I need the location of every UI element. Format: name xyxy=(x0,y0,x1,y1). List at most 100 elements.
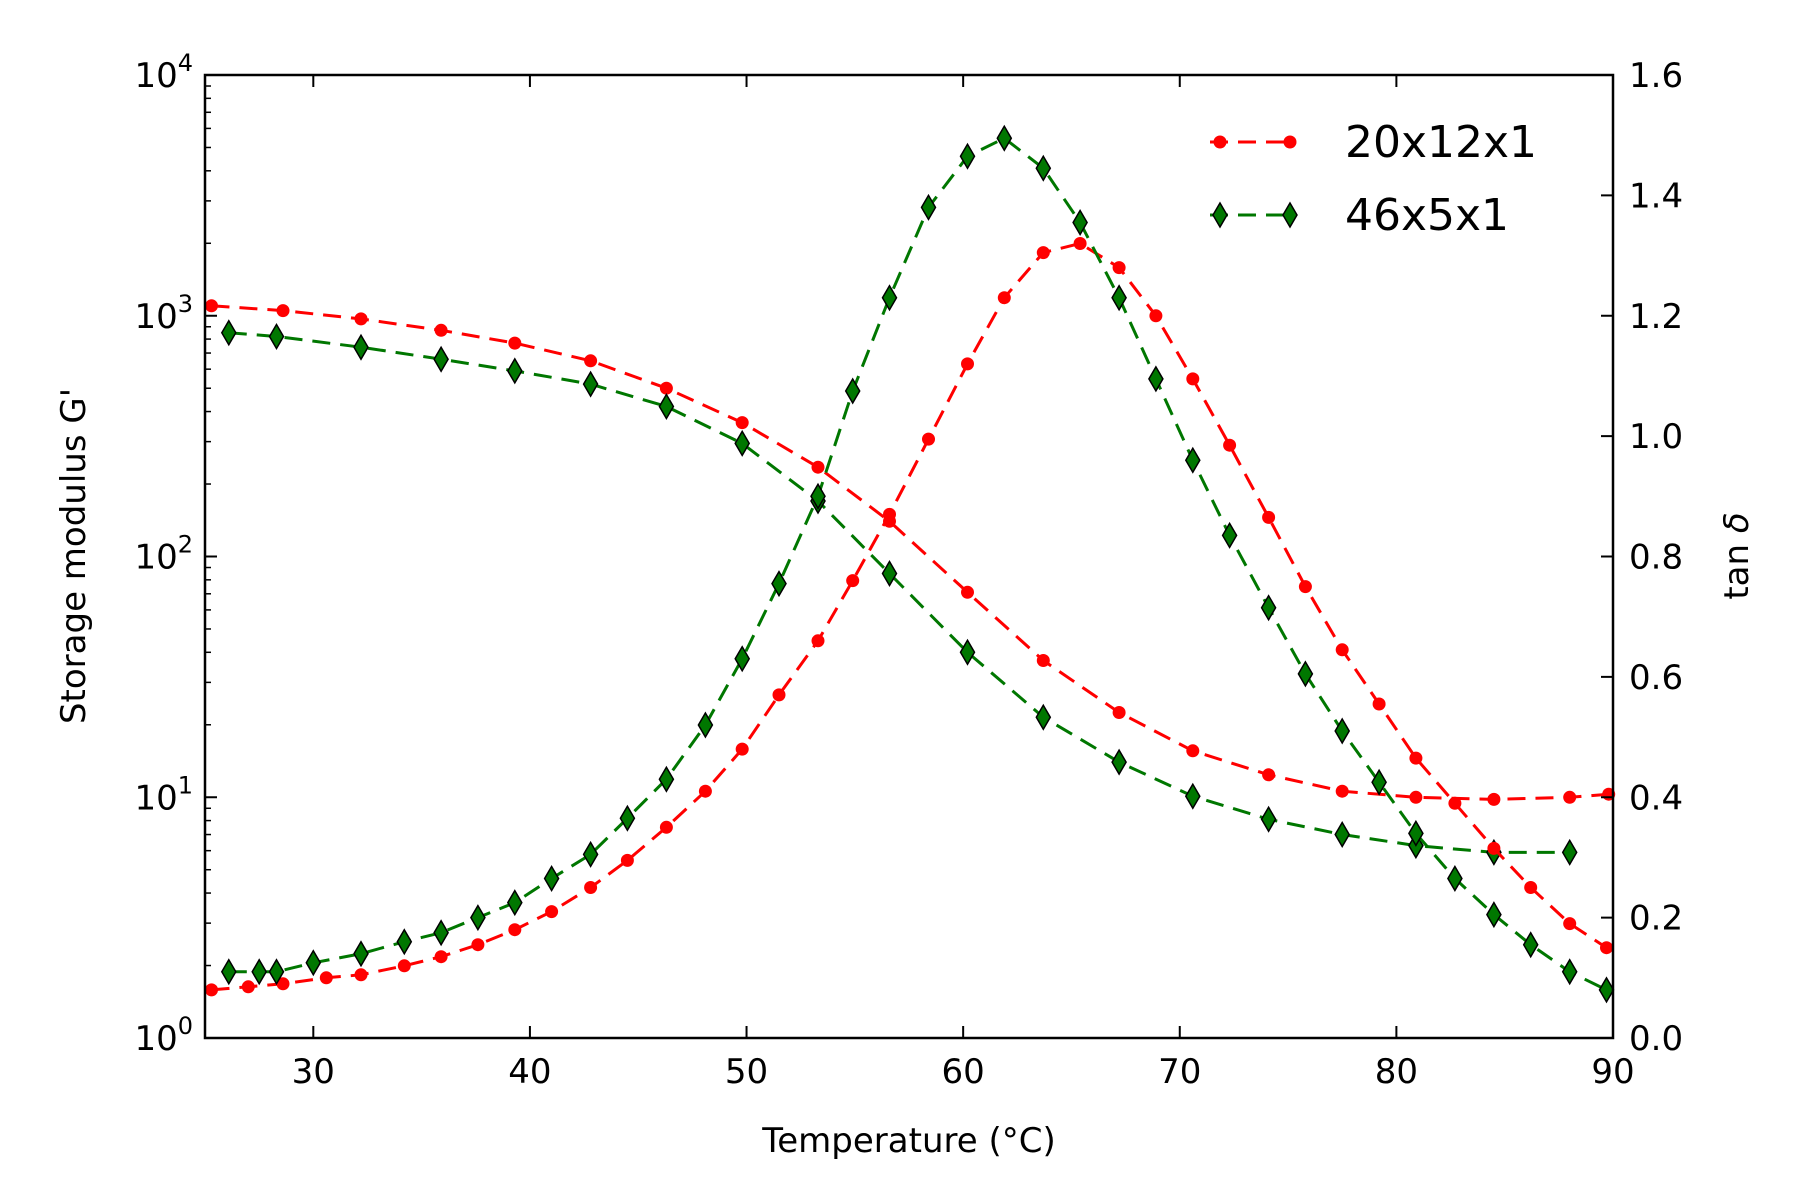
data-point xyxy=(961,585,974,599)
data-point xyxy=(846,574,860,588)
data-point xyxy=(1112,261,1126,275)
data-point xyxy=(1221,521,1238,549)
series-46x5x1-left xyxy=(220,319,1578,866)
left-tick-label: 102 xyxy=(134,531,193,578)
right-tick-label: 1.4 xyxy=(1629,176,1683,216)
data-point xyxy=(1600,941,1613,955)
data-point xyxy=(276,977,290,991)
data-point xyxy=(844,377,861,405)
x-tick-label: 30 xyxy=(292,1052,335,1092)
data-point xyxy=(1335,643,1349,657)
data-point xyxy=(353,333,369,361)
data-point xyxy=(1487,792,1501,806)
data-point xyxy=(1524,881,1538,894)
data-point xyxy=(1186,744,1200,758)
right-tick-label: 1.6 xyxy=(1629,56,1683,96)
left-tick-label: 104 xyxy=(134,49,193,96)
data-point xyxy=(659,820,673,834)
ticks-layer: 30 40 50 60 70 80 90 100 101 102 103 104 0.0 0.2 0.4 0.… xyxy=(134,49,1683,1092)
legend-label-20x12x1: 20x12x1 xyxy=(1345,117,1537,168)
x-tick-label: 70 xyxy=(1158,1052,1201,1092)
right-tick-label: 0.6 xyxy=(1629,658,1683,698)
legend-marker-46x5x1 xyxy=(1282,201,1298,229)
right-tick-label: 0.4 xyxy=(1629,778,1683,818)
data-point xyxy=(1260,805,1277,833)
data-point xyxy=(997,291,1011,305)
data-point xyxy=(1148,365,1164,393)
data-point xyxy=(1335,784,1349,798)
data-point xyxy=(397,959,411,973)
data-point xyxy=(1372,697,1386,711)
data-point xyxy=(735,416,749,430)
data-point xyxy=(508,923,522,937)
data-point xyxy=(959,142,976,170)
data-point xyxy=(620,853,634,867)
data-point xyxy=(1561,838,1578,866)
right-y-axis-label: tan δ xyxy=(1717,512,1757,599)
data-point xyxy=(811,634,825,648)
data-point xyxy=(434,950,448,964)
data-point xyxy=(961,357,974,371)
left-tick-label: 100 xyxy=(134,1012,193,1059)
data-point xyxy=(996,124,1013,152)
legend-label-46x5x1: 46x5x1 xyxy=(1345,190,1509,241)
series-layer xyxy=(205,124,1616,1004)
legend-marker-46x5x1 xyxy=(1212,201,1228,229)
data-point xyxy=(658,765,675,793)
data-point xyxy=(1111,284,1127,312)
series-line xyxy=(211,304,1609,801)
data-point xyxy=(205,299,218,313)
data-point xyxy=(508,336,522,350)
data-point xyxy=(1186,372,1200,386)
data-point xyxy=(241,980,255,994)
x-axis-label: Temperature (°C) xyxy=(761,1121,1055,1161)
data-point xyxy=(698,784,712,798)
data-point xyxy=(881,560,898,587)
x-tick-label: 90 xyxy=(1591,1052,1634,1092)
legend-entry-20x12x1: 20x12x1 xyxy=(1210,117,1537,168)
data-point xyxy=(1149,309,1163,323)
data-point xyxy=(1223,438,1237,452)
data-point xyxy=(433,919,449,947)
data-point xyxy=(920,193,937,221)
data-point xyxy=(1260,594,1277,622)
legend: 20x12x1 46x5x1 xyxy=(1210,117,1537,241)
data-point xyxy=(1334,717,1351,745)
x-tick-label: 40 xyxy=(508,1052,551,1092)
data-point xyxy=(1371,768,1387,796)
legend-marker-20x12x1 xyxy=(1283,135,1297,149)
data-point xyxy=(1111,748,1127,776)
data-point xyxy=(396,928,413,956)
data-point xyxy=(433,345,449,373)
data-point xyxy=(1409,751,1423,765)
data-point xyxy=(1563,790,1577,804)
data-point xyxy=(810,482,826,510)
data-point xyxy=(1561,958,1578,986)
series-20x12x1-left xyxy=(205,299,1616,806)
series-20x12x1-right xyxy=(205,237,1613,997)
data-point xyxy=(1262,510,1276,524)
data-point xyxy=(1487,841,1501,855)
data-point xyxy=(883,507,896,521)
data-point xyxy=(470,904,486,932)
left-tick-label: 101 xyxy=(134,771,193,818)
right-tick-label: 0.2 xyxy=(1629,899,1683,939)
data-point xyxy=(734,645,751,673)
data-point xyxy=(220,319,237,347)
data-point xyxy=(697,711,714,739)
data-point xyxy=(205,983,218,997)
data-point xyxy=(1073,237,1087,250)
data-point xyxy=(305,949,322,977)
series-line xyxy=(228,136,1608,992)
data-point xyxy=(1408,819,1424,847)
data-point xyxy=(276,304,290,318)
data-point xyxy=(434,323,448,337)
data-point xyxy=(582,840,599,868)
data-point xyxy=(268,958,285,986)
data-point xyxy=(1262,768,1276,782)
data-point xyxy=(1112,706,1126,719)
data-point xyxy=(1334,821,1351,848)
legend-entry-46x5x1: 46x5x1 xyxy=(1210,190,1509,241)
data-point xyxy=(582,370,599,398)
